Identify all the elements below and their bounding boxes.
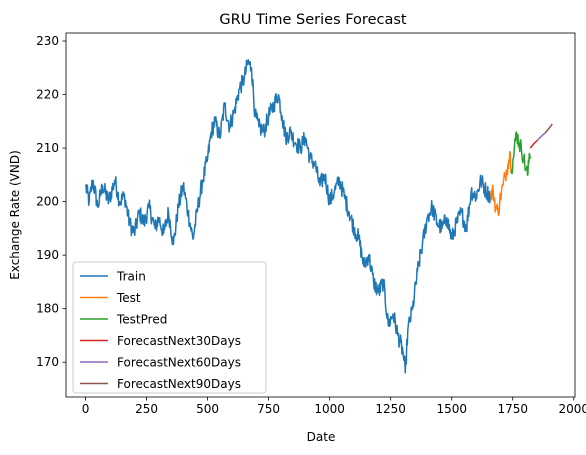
legend-frame xyxy=(72,261,267,394)
x-tick-label: 1500 xyxy=(436,402,467,416)
x-tick-label: 1250 xyxy=(375,402,406,416)
y-tick-label: 200 xyxy=(36,195,59,209)
legend-label-forecastnext60days: ForecastNext60Days xyxy=(117,356,241,370)
x-tick-label: 0 xyxy=(82,402,90,416)
legend-label-test: Test xyxy=(116,291,141,305)
x-tick-label: 1000 xyxy=(314,402,345,416)
series-line-forecastnext90days xyxy=(544,123,553,134)
series-line-test xyxy=(490,150,513,217)
series-line-forecastnext60days xyxy=(537,132,546,141)
x-tick-label: 250 xyxy=(135,402,158,416)
x-axis: 0 250 500 750 1000 1250 1500 1750 2000 xyxy=(82,397,586,416)
y-axis: 170 180 190 200 210 220 230 xyxy=(36,34,66,369)
y-tick-label: 210 xyxy=(36,141,59,155)
y-tick-label: 180 xyxy=(36,302,59,316)
series-layer xyxy=(84,59,553,374)
series-line-testpred xyxy=(510,131,532,176)
y-axis-title: Exchange Rate (VND) xyxy=(8,150,22,280)
legend: Train Test TestPred ForecastNext30Days Forec… xyxy=(72,261,267,394)
y-tick-label: 170 xyxy=(36,355,59,369)
legend-label-forecastnext30days: ForecastNext30Days xyxy=(117,334,241,348)
series-line-train xyxy=(84,59,492,374)
x-tick-label: 2000 xyxy=(559,402,586,416)
y-tick-label: 190 xyxy=(36,248,59,262)
y-tick-label: 230 xyxy=(36,34,59,48)
x-tick-label: 1750 xyxy=(497,402,528,416)
y-tick-label: 220 xyxy=(36,88,59,102)
chart-title: GRU Time Series Forecast xyxy=(219,12,406,28)
legend-label-train: Train xyxy=(116,270,146,284)
plot-area-frame xyxy=(65,32,576,398)
legend-label-forecastnext90days: ForecastNext90Days xyxy=(117,377,241,391)
x-tick-label: 750 xyxy=(257,402,280,416)
series-line-forecastnext30days xyxy=(529,139,539,149)
x-axis-title: Date xyxy=(307,430,336,444)
legend-label-testpred: TestPred xyxy=(116,313,167,327)
x-tick-label: 500 xyxy=(196,402,219,416)
